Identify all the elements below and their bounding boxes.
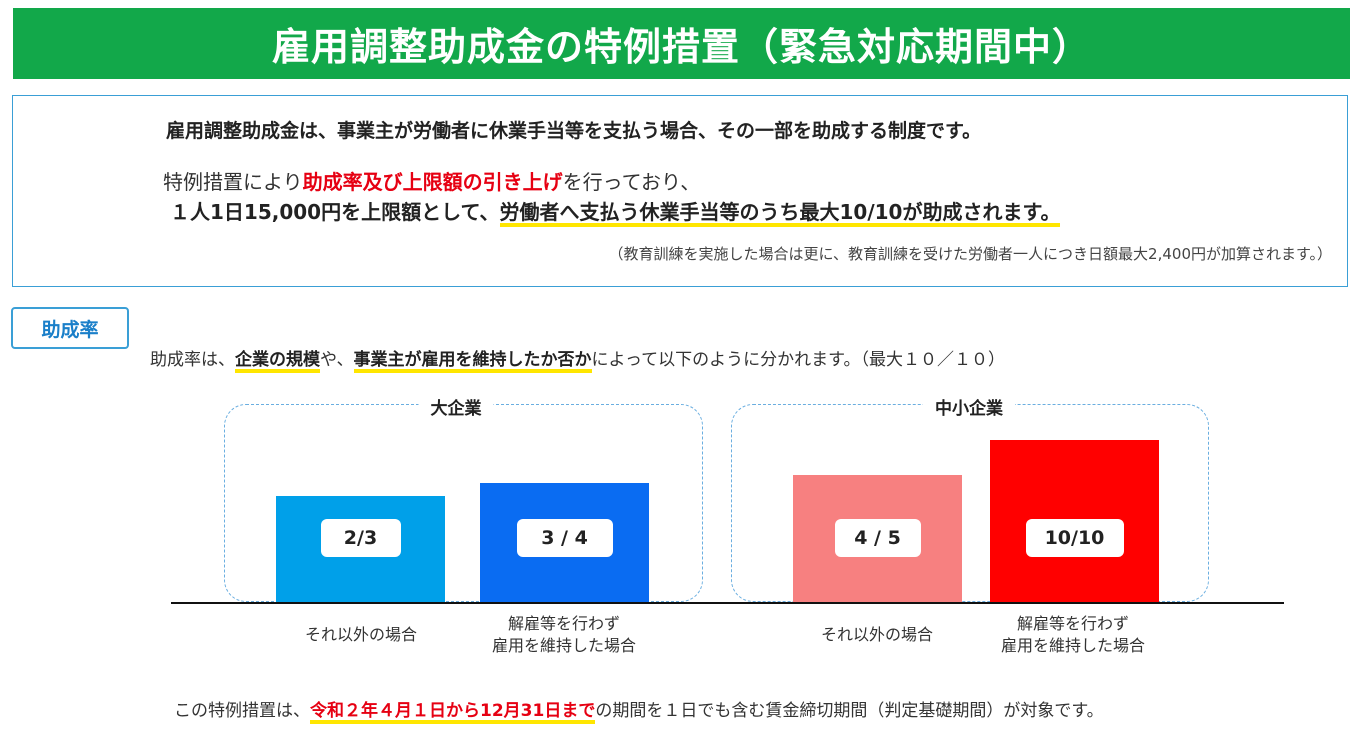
- category-label-line: 解雇等を行わず: [1016, 614, 1130, 633]
- footer-pre: この特例措置は、: [174, 701, 310, 721]
- intro-line2-pre: 特例措置により: [163, 170, 303, 194]
- rate-section-label: 助成率: [11, 307, 129, 349]
- rate-desc-mid: や、: [320, 350, 354, 370]
- intro-summary: 雇用調整助成金は、事業主が労働者に休業手当等を支払う場合、その一部を助成する制度…: [166, 120, 982, 142]
- rate-desc-post: によって以下のように分かれます。（最大１０／１０）: [591, 350, 1005, 370]
- bar: 10/10: [990, 440, 1159, 602]
- intro-line2-post: を行っており、: [562, 170, 701, 194]
- footer-post: の期間を１日でも含む賃金締切期間（判定基礎期間）が対象です。: [595, 701, 1104, 721]
- rate-desc-highlight-retention: 事業主が雇用を維持したか否か: [353, 350, 592, 373]
- category-label: 解雇等を行わず 雇用を維持した場合: [1001, 613, 1145, 657]
- intro-box: [12, 95, 1348, 287]
- category-label: それ以外の場合: [304, 625, 418, 644]
- bar: 2/3: [276, 496, 445, 602]
- bar: 4 / 5: [793, 475, 962, 602]
- group-label-sme: 中小企業: [923, 394, 1015, 419]
- rate-desc-pre: 助成率は、: [150, 350, 235, 370]
- bar-value-label: 10/10: [1025, 519, 1124, 557]
- bar-value-label: 4 / 5: [834, 519, 921, 557]
- footer-note: この特例措置は、令和２年４月１日から12月31日までの期間を１日でも含む賃金締切…: [174, 696, 1104, 724]
- page-title: 雇用調整助成金の特例措置（緊急対応期間中）: [13, 8, 1350, 79]
- bar-value-label: 2/3: [320, 519, 401, 557]
- footer-period: 令和２年４月１日から12月31日まで: [310, 701, 596, 724]
- chart-baseline: [171, 602, 1284, 604]
- category-label-line: 雇用を維持した場合: [491, 636, 637, 655]
- rate-desc-highlight-size: 企業の規模: [235, 350, 320, 373]
- intro-line2-emphasis: 助成率及び上限額の引き上げ: [302, 170, 563, 194]
- intro-special-measures: 特例措置により助成率及び上限額の引き上げを行っており、: [163, 166, 700, 195]
- intro-note: （教育訓練を実施した場合は更に、教育訓練を受けた労働者一人につき日額最大2,40…: [608, 245, 1333, 263]
- intro-line3-pre: １人1日15,000円を上限額として、: [170, 200, 500, 224]
- bar: 3 / 4: [480, 483, 649, 602]
- group-label-large-enterprise: 大企業: [418, 394, 494, 419]
- rate-description: 助成率は、企業の規模や、事業主が雇用を維持したか否かによって以下のように分かれま…: [150, 345, 1005, 373]
- category-label-line: 雇用を維持した場合: [1000, 636, 1146, 655]
- category-label: それ以外の場合: [820, 625, 934, 644]
- category-label: 解雇等を行わず 雇用を維持した場合: [492, 613, 636, 657]
- intro-upper-limit: １人1日15,000円を上限額として、労働者へ支払う休業手当等のうち最大10/1…: [170, 196, 1061, 227]
- intro-line3-highlight: 労働者へ支払う休業手当等のうち最大10/10が助成されます。: [499, 200, 1061, 227]
- bar-value-label: 3 / 4: [516, 519, 613, 557]
- category-label-line: 解雇等を行わず: [507, 614, 621, 633]
